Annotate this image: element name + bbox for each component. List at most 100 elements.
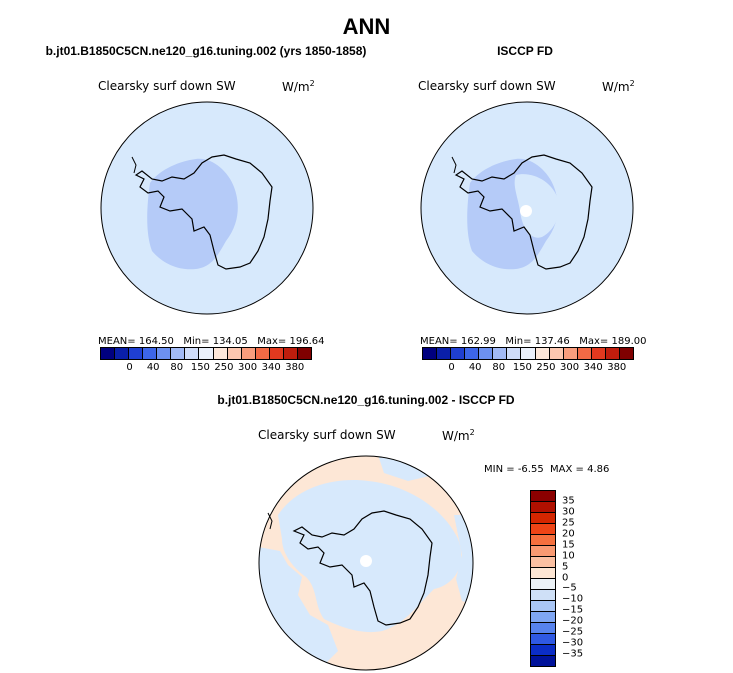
model-colorbar-swatch (185, 348, 200, 359)
obs-colorbar-swatch (549, 348, 564, 359)
diff-colorbar-swatch (531, 524, 555, 535)
model-max-value: 196.64 (289, 336, 325, 347)
obs-colorbar-tick-label: 80 (492, 362, 506, 373)
diff-colorbar-swatch (531, 579, 555, 590)
diff-colorbar-tick-label: −15 (562, 604, 584, 616)
obs-colorbar-swatch (451, 348, 466, 359)
model-colorbar-swatch (129, 348, 144, 359)
model-colorbar-tick-label: 80 (170, 362, 184, 373)
diff-colorbar-tick-label: 10 (562, 550, 575, 562)
diff-colorbar-swatch (531, 645, 555, 656)
diff-colorbar-swatch (531, 656, 555, 666)
obs-colorbar-swatch (577, 348, 592, 359)
obs-colorbar-swatch (521, 348, 536, 359)
model-peninsula-coast (131, 156, 137, 174)
model-mean-value: 164.50 (138, 336, 174, 347)
obs-colorbar-swatch (493, 348, 508, 359)
obs-panel-title: ISCCP FD (497, 44, 553, 58)
obs-peninsula-coast (451, 156, 457, 174)
obs-max-value: 189.00 (611, 336, 647, 347)
model-panel-title: b.jt01.B1850C5CN.ne120_g16.tuning.002 (y… (45, 44, 367, 58)
model-colorbar-swatch (213, 348, 228, 359)
diff-colorbar-tick-label: −5 (562, 582, 577, 594)
obs-colorbar-swatch (535, 348, 550, 359)
diff-colorbar (530, 490, 556, 667)
diff-colorbar-swatch (531, 546, 555, 557)
model-colorbar-swatch (283, 348, 298, 359)
obs-colorbar-swatch (479, 348, 494, 359)
model-colorbar-tick-label: 300 (238, 362, 258, 373)
diff-colorbar-tick-label: 25 (562, 517, 575, 529)
model-colorbar-tick-label: 250 (214, 362, 234, 373)
diff-colorbar-tick-label: −35 (562, 648, 584, 660)
model-coastline (134, 154, 273, 270)
model-colorbar-tick-label: 40 (146, 362, 160, 373)
diff-colorbar-tick-label: −10 (562, 593, 584, 605)
obs-colorbar-swatch (465, 348, 480, 359)
model-colorbar-swatch (255, 348, 270, 359)
obs-polar-map (420, 101, 634, 315)
diff-colorbar-swatch (531, 502, 555, 513)
diff-colorbar-swatch (531, 491, 555, 502)
model-colorbar-swatch (101, 348, 116, 359)
diff-units-label: W/m2 (442, 428, 475, 443)
model-colorbar-tick-label: 380 (285, 362, 305, 373)
diff-colorbar-swatch (531, 557, 555, 568)
diff-colorbar-swatch (531, 601, 555, 612)
obs-colorbar-tick-label: 380 (607, 362, 627, 373)
diff-coastline (292, 510, 433, 626)
obs-colorbar-swatch (437, 348, 452, 359)
obs-units-label: W/m2 (602, 79, 635, 94)
model-colorbar-swatch (171, 348, 186, 359)
obs-colorbar-tick-label: 40 (468, 362, 482, 373)
model-colorbar-swatch (297, 348, 311, 359)
main-title: ANN (342, 14, 391, 39)
obs-min-value: 137.46 (534, 336, 570, 347)
diff-negative-region-east (454, 515, 473, 605)
diff-stats: MIN = -6.55 MAX = 4.86 (484, 464, 610, 475)
obs-colorbar-swatch (605, 348, 620, 359)
model-colorbar-tick-label: 150 (190, 362, 210, 373)
model-colorbar (100, 347, 312, 360)
model-colorbar-tick-label: 0 (126, 362, 133, 373)
obs-coastline (454, 154, 593, 270)
diff-colorbar-tick-label: 15 (562, 539, 575, 551)
model-colorbar-swatch (115, 348, 130, 359)
model-colorbar-ticks: 0 40 80 150 250 300 340 380 (100, 362, 310, 374)
diff-colorbar-swatch (531, 568, 555, 579)
diff-panel-title: b.jt01.B1850C5CN.ne120_g16.tuning.002 - … (217, 393, 515, 407)
model-min-value: 134.05 (212, 336, 248, 347)
diff-colorbar-tick-label: −25 (562, 626, 584, 638)
obs-colorbar-tick-label: 0 (448, 362, 455, 373)
obs-colorbar-swatch (591, 348, 606, 359)
model-colorbar-swatch (143, 348, 158, 359)
model-units-label: W/m2 (282, 79, 315, 94)
diff-colorbar-tick-label: 5 (562, 561, 569, 573)
diff-colorbar-swatch (531, 623, 555, 634)
obs-colorbar (422, 347, 634, 360)
diff-colorbar-swatch (531, 612, 555, 623)
obs-colorbar-tick-label: 250 (536, 362, 556, 373)
model-colorbar-swatch (157, 348, 172, 359)
obs-colorbar-swatch (563, 348, 578, 359)
obs-mean-value: 162.99 (460, 336, 496, 347)
obs-colorbar-tick-label: 150 (512, 362, 532, 373)
obs-colorbar-swatch (507, 348, 522, 359)
model-colorbar-swatch (269, 348, 284, 359)
model-polar-map (100, 101, 314, 315)
model-variable-label: Clearsky surf down SW (98, 79, 236, 93)
diff-colorbar-swatch (531, 590, 555, 601)
obs-colorbar-tick-label: 340 (583, 362, 603, 373)
model-colorbar-swatch (199, 348, 214, 359)
diff-colorbar-swatch (531, 513, 555, 524)
diff-negative-region-main (278, 480, 462, 633)
diff-colorbar-tick-label: 35 (562, 495, 575, 507)
obs-stats: MEAN= 162.99 Min= 137.46 Max= 189.00 (420, 336, 647, 347)
diff-pole-hole (360, 555, 372, 567)
diff-colorbar-tick-label: 0 (562, 572, 569, 583)
diff-colorbar-tick-label: 20 (562, 528, 575, 540)
obs-interior-fill (514, 174, 560, 238)
diff-colorbar-ticks: 35 30 25 20 15 10 5 0 −5 −10 −15 −20 −25 −30 −35 (562, 490, 592, 665)
obs-colorbar-swatch (423, 348, 438, 359)
diff-polar-map (258, 455, 474, 671)
